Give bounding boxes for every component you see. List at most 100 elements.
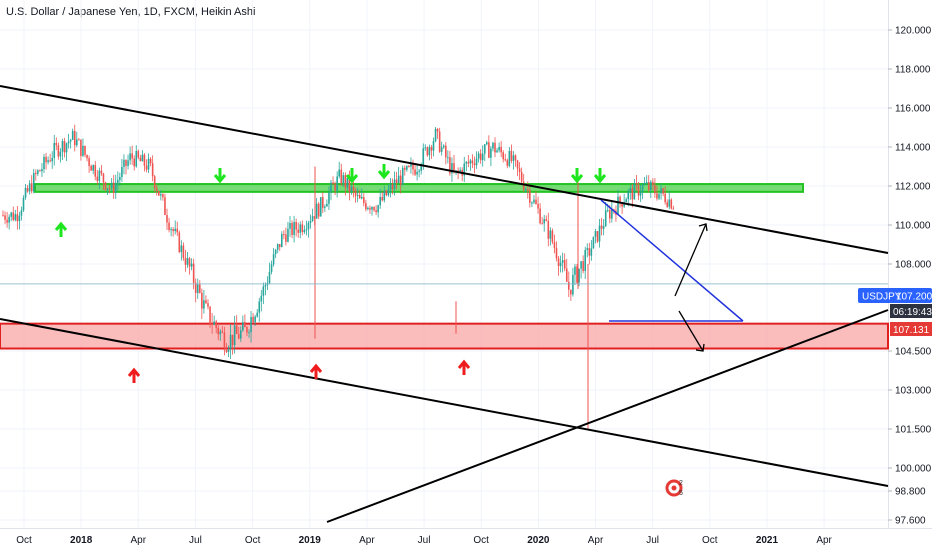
green-down-arrow <box>377 164 391 180</box>
breakout-up-arrow[interactable] <box>674 223 708 297</box>
candle-body <box>65 143 68 153</box>
candle-body <box>309 220 312 223</box>
resistance-zone[interactable] <box>34 183 804 193</box>
candle-body <box>412 164 414 170</box>
candle-body <box>8 216 10 223</box>
candle-body <box>295 221 297 230</box>
candle-body <box>322 197 324 208</box>
candle-body <box>110 182 113 189</box>
candle-body <box>375 210 377 213</box>
candle-body <box>486 142 488 145</box>
time-tick-label: Apr <box>131 535 147 546</box>
candle-body <box>529 190 531 203</box>
candle-body <box>508 150 511 166</box>
candle-body <box>246 327 248 333</box>
triangle-pattern[interactable] <box>600 199 744 322</box>
candle-body <box>545 219 548 221</box>
triangle-upper-edge[interactable] <box>600 199 744 322</box>
candle-body <box>418 170 420 172</box>
candle-body <box>416 171 418 175</box>
candle-body <box>190 263 193 267</box>
candle-body <box>578 268 580 283</box>
candle-body <box>211 323 213 325</box>
candle-body <box>182 245 185 258</box>
candle-body <box>86 154 88 159</box>
candle-body <box>336 176 338 191</box>
candle-body <box>399 175 402 185</box>
projection-arrows[interactable] <box>674 223 708 352</box>
candle-body <box>78 139 80 141</box>
candle-body <box>379 197 381 206</box>
candle-body <box>369 207 371 210</box>
candle-body <box>178 232 181 253</box>
countdown-value: 06:19:43 <box>893 307 932 318</box>
candle-body <box>586 248 589 250</box>
candle-body <box>276 244 279 250</box>
candle-body <box>129 153 131 161</box>
time-tick-label: Oct <box>702 535 718 546</box>
candle-body <box>451 163 453 174</box>
candle-body <box>274 249 277 255</box>
candle-body <box>16 214 19 222</box>
candle-body <box>71 130 74 140</box>
candle-body <box>127 160 129 166</box>
candle-body <box>264 285 267 287</box>
candle-body <box>268 271 271 284</box>
candle-body <box>492 142 494 149</box>
candle-body <box>490 148 492 158</box>
time-tick-label: 2020 <box>527 535 550 546</box>
candle-body <box>225 350 228 352</box>
red-up-arrow <box>309 363 323 379</box>
upper-channel-line[interactable] <box>0 85 889 254</box>
candle-body <box>453 163 455 173</box>
candle-body <box>209 306 211 324</box>
candle-body <box>76 139 78 146</box>
chart-title: U.S. Dollar / Japanese Yen, 1D, FXCM, He… <box>6 6 256 18</box>
candle-body <box>100 170 103 174</box>
time-tick-label: Jul <box>189 535 202 546</box>
candle-body <box>512 155 515 161</box>
candle-body <box>303 229 306 232</box>
candle-body <box>664 193 666 203</box>
candle-body <box>340 169 343 184</box>
candle-body <box>568 281 570 290</box>
support-zone[interactable] <box>0 322 889 350</box>
candle-body <box>590 248 593 256</box>
candle-body <box>641 184 644 193</box>
candle-body <box>262 286 265 296</box>
time-tick-label: Jul <box>418 535 431 546</box>
candle-body <box>332 182 334 185</box>
candle-body <box>600 225 603 229</box>
price-tick-label: 116.000 <box>895 104 931 115</box>
horizontal-zones <box>0 183 889 350</box>
candle-body <box>153 176 156 189</box>
candle-body <box>356 195 359 197</box>
candle-body <box>596 231 599 242</box>
candle-body <box>414 169 416 175</box>
price-tick-label: 104.500 <box>895 347 932 358</box>
author-logo: 2 5 <box>665 479 683 497</box>
trend-lines[interactable] <box>0 85 889 523</box>
candle-body <box>135 150 138 167</box>
lower-channel-line[interactable] <box>0 318 889 487</box>
candle-body <box>137 150 140 158</box>
candle-body <box>278 244 281 248</box>
logo-dot <box>671 485 677 491</box>
rising-support-line[interactable] <box>326 309 889 523</box>
candle-body <box>549 230 552 239</box>
time-tick-label: 2021 <box>756 535 779 546</box>
candle-body <box>598 225 601 242</box>
candle-body <box>235 325 238 334</box>
candle-body <box>82 145 84 156</box>
candle-body <box>522 181 525 190</box>
candle-body <box>229 334 232 349</box>
time-tick-label: Oct <box>245 535 261 546</box>
candle-body <box>96 176 99 181</box>
candle-body <box>527 189 529 191</box>
candle-body <box>194 282 197 293</box>
breakout-down-arrow[interactable] <box>678 310 705 352</box>
candle-body <box>430 147 433 151</box>
time-tick-label: 2018 <box>70 535 93 546</box>
candle-body <box>352 186 355 191</box>
